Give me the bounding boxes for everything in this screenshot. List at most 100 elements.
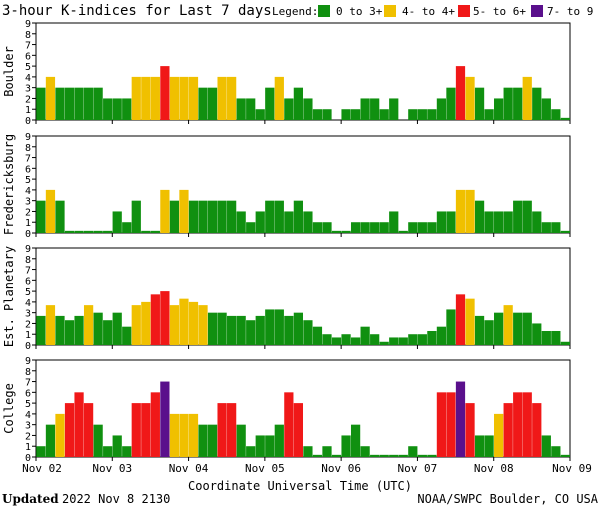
k-index-bar: [350, 337, 361, 345]
k-index-bar: [45, 189, 56, 233]
k-index-bar: [455, 189, 466, 233]
k-index-bar: [551, 222, 561, 233]
k-index-bar: [64, 87, 75, 120]
k-index-bar: [350, 109, 361, 120]
k-index-bar: [322, 334, 332, 345]
k-index-bar: [150, 294, 160, 345]
k-index-bar: [169, 413, 180, 457]
k-index-bar: [360, 222, 370, 233]
k-index-bar: [360, 326, 370, 345]
x-axis-label: Coordinate Universal Time (UTC): [188, 479, 412, 493]
y-tick-label: 9: [25, 132, 31, 143]
k-index-bar: [417, 334, 427, 345]
legend-swatch-yellow: [384, 5, 396, 17]
k-index-bar: [551, 109, 561, 120]
k-index-bar: [341, 230, 351, 233]
k-index-bar: [560, 230, 570, 233]
k-index-bar: [446, 211, 456, 233]
k-index-bar: [522, 76, 532, 120]
k-index-bar: [455, 381, 466, 457]
k-index-bar: [131, 403, 141, 457]
k-index-bar: [513, 392, 523, 457]
k-index-bar: [236, 315, 246, 345]
k-index-bar: [93, 87, 103, 120]
k-index-bar: [217, 200, 227, 233]
y-tick-label: 8: [25, 30, 31, 41]
k-index-bar: [45, 424, 56, 457]
k-index-bar: [284, 211, 294, 233]
k-index-bar: [436, 211, 447, 233]
k-index-bar: [207, 87, 218, 120]
k-index-bar: [532, 323, 542, 345]
k-index-bar: [379, 109, 389, 120]
y-tick-label: 8: [25, 255, 31, 266]
k-index-bar: [484, 211, 494, 233]
k-index-bar: [503, 403, 513, 457]
k-index-bar: [265, 309, 275, 345]
k-index-bar: [474, 87, 485, 120]
k-index-bar: [436, 392, 447, 457]
k-index-bar: [408, 222, 418, 233]
k-index-bar: [465, 76, 475, 120]
y-tick-label: 8: [25, 367, 31, 378]
k-index-bar: [236, 211, 246, 233]
k-index-bar: [379, 341, 389, 345]
k-index-bar: [93, 230, 103, 233]
k-index-bar: [265, 87, 275, 120]
k-index-bar: [227, 76, 237, 120]
k-index-bar: [93, 312, 103, 345]
legend-label-red: 5- to 6+: [473, 5, 526, 18]
k-index-bar: [389, 454, 399, 457]
k-index-bar: [446, 392, 456, 457]
k-index-bar: [484, 109, 494, 120]
k-index-bar: [370, 334, 380, 345]
legend-swatch-green: [318, 5, 330, 17]
k-index-bar: [522, 200, 532, 233]
k-index-bar: [293, 403, 303, 457]
k-index-bar: [465, 403, 475, 457]
k-index-bar: [389, 337, 399, 345]
k-index-bar: [112, 312, 122, 345]
k-index-bar: [55, 315, 65, 345]
k-index-bar: [265, 200, 275, 233]
k-index-bar: [408, 334, 418, 345]
k-index-bar: [83, 230, 94, 233]
y-tick-label: 2: [25, 431, 31, 442]
k-index-bar: [312, 454, 323, 457]
ylabel-est-planetary: Est. Planetary: [2, 246, 16, 347]
k-index-bar: [474, 315, 485, 345]
ylabel-college: College: [2, 383, 16, 434]
y-tick-label: 7: [25, 266, 31, 277]
k-index-bar: [513, 200, 523, 233]
x-tick-label: Nov 09: [552, 462, 592, 475]
k-index-bar: [198, 305, 208, 345]
k-index-bar: [236, 98, 246, 120]
k-index-bar: [83, 87, 94, 120]
legend-swatch-red: [458, 5, 470, 17]
k-index-bar: [312, 222, 323, 233]
y-tick-label: 3: [25, 421, 31, 432]
ylabel-boulder: Boulder: [2, 46, 16, 97]
k-index-bar: [131, 200, 141, 233]
k-index-bar: [303, 446, 313, 457]
k-index-bar: [417, 109, 427, 120]
y-tick-label: 0: [25, 341, 31, 352]
k-index-bar: [122, 222, 132, 233]
k-index-bar: [217, 403, 227, 457]
legend-label-purple: 7- to 9: [547, 5, 593, 18]
k-index-bar: [246, 446, 256, 457]
k-index-bar: [436, 326, 447, 345]
y-tick-label: 2: [25, 319, 31, 330]
y-tick-label: 9: [25, 19, 31, 30]
y-tick-label: 1: [25, 442, 31, 453]
y-tick-label: 7: [25, 154, 31, 165]
k-index-bar: [64, 403, 75, 457]
k-index-bar: [160, 66, 170, 120]
k-index-bar: [293, 312, 303, 345]
k-index-bar: [370, 454, 380, 457]
k-index-bar: [160, 381, 170, 457]
k-index-bar: [360, 446, 370, 457]
